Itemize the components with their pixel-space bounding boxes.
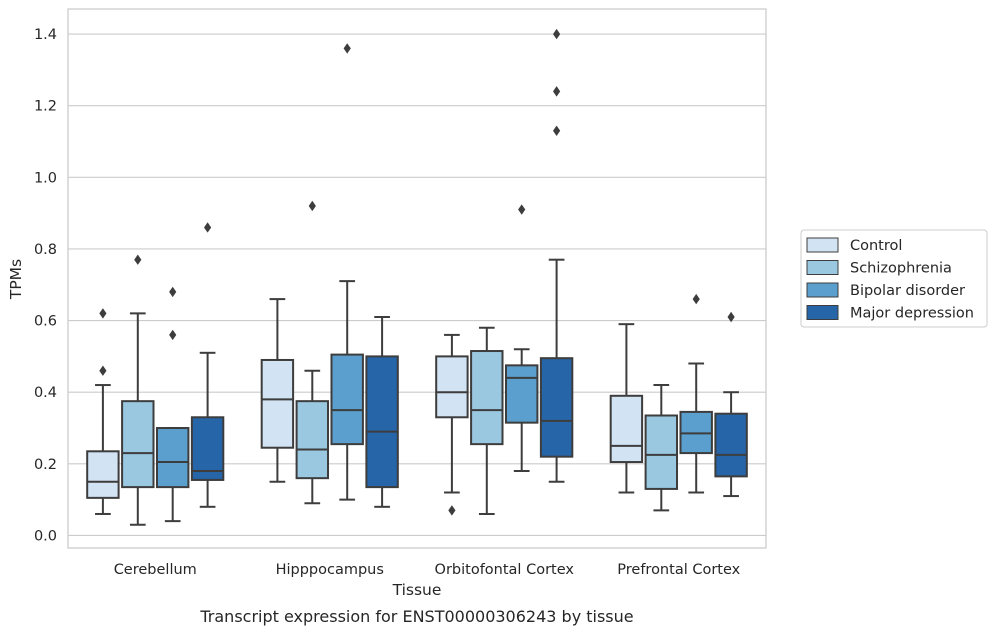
legend-label: Schizophrenia xyxy=(850,261,952,277)
y-tick-label: 1.4 xyxy=(34,27,57,43)
outlier-point xyxy=(518,204,526,215)
y-tick-label: 1.0 xyxy=(34,170,57,186)
outlier-point xyxy=(134,254,142,265)
legend: Control Schizophrenia Bipolar disorder Majo… xyxy=(800,229,988,328)
outlier-point xyxy=(308,200,316,212)
box-major-depression xyxy=(714,311,748,498)
outlier-point xyxy=(692,293,700,305)
outlier-point xyxy=(169,329,177,341)
legend-swatch xyxy=(806,260,839,275)
box-schizophrenia xyxy=(295,200,330,505)
legend-label: Major depression xyxy=(850,306,974,322)
legend-frame xyxy=(800,229,988,328)
box-major-depression xyxy=(190,222,225,508)
outlier-point xyxy=(553,125,561,136)
x-tick-label: Hipppocampus xyxy=(276,562,384,578)
outlier-point xyxy=(553,86,561,97)
box-bipolar-disorder xyxy=(679,293,713,494)
y-axis-title: TPMs xyxy=(7,259,25,300)
y-tick-label: 0.0 xyxy=(34,528,57,544)
iqr-box xyxy=(295,400,330,480)
iqr-box xyxy=(435,355,469,419)
box-control xyxy=(609,323,644,494)
iqr-box xyxy=(260,358,295,449)
outlier-point xyxy=(343,43,351,54)
iqr-box xyxy=(121,400,155,489)
box-schizophrenia xyxy=(470,326,504,515)
legend-label: Control xyxy=(850,238,902,254)
box-control xyxy=(260,298,295,483)
y-axis-ticks: 0.0 0.2 0.4 0.6 0.8 1.0 1.2 1.4 xyxy=(34,27,57,544)
legend-swatch xyxy=(806,237,839,253)
box-control xyxy=(86,308,120,515)
y-tick-label: 1.2 xyxy=(34,99,57,115)
outlier-point xyxy=(99,308,107,319)
chart-caption: Transcript expression for ENST0000030624… xyxy=(199,607,633,626)
iqr-box xyxy=(609,394,644,464)
iqr-box xyxy=(330,353,364,446)
box-schizophrenia xyxy=(121,254,155,526)
y-tick-label: 0.4 xyxy=(34,385,57,401)
box-schizophrenia xyxy=(644,384,679,512)
iqr-box xyxy=(190,416,225,481)
outlier-point xyxy=(448,505,456,516)
x-axis-title: Tissue xyxy=(392,581,442,599)
box-control xyxy=(435,333,469,516)
iqr-box xyxy=(365,355,399,489)
box-bipolar-disorder xyxy=(330,43,364,501)
outlier-point xyxy=(99,365,107,376)
x-tick-label: Prefrontal Cortex xyxy=(617,562,740,578)
x-tick-label: Orbitofontal Cortex xyxy=(435,562,575,578)
outlier-point xyxy=(169,286,177,298)
plot-area-frame xyxy=(67,8,767,549)
legend-swatch xyxy=(806,305,839,320)
box-major-depression xyxy=(539,28,574,483)
box-major-depression xyxy=(365,316,399,508)
x-tick-label: Cerebellum xyxy=(114,562,197,578)
iqr-box xyxy=(539,357,574,458)
iqr-box xyxy=(644,414,679,490)
y-tick-label: 0.6 xyxy=(34,314,57,330)
box-bipolar-disorder xyxy=(504,204,539,472)
iqr-box xyxy=(714,412,748,478)
iqr-box xyxy=(470,350,504,446)
iqr-box xyxy=(86,450,120,499)
y-tick-label: 0.2 xyxy=(34,457,57,473)
iqr-box xyxy=(155,427,190,489)
box-bipolar-disorder xyxy=(155,286,190,523)
outlier-point xyxy=(204,222,212,233)
y-tick-label: 0.8 xyxy=(34,242,57,258)
outlier-point xyxy=(553,28,561,40)
outlier-point xyxy=(727,311,735,323)
x-axis-ticks: Cerebellum Hipppocampus Orbitofontal Corte… xyxy=(114,562,741,578)
iqr-box xyxy=(504,364,539,424)
box-series-group xyxy=(86,28,748,526)
legend-swatch xyxy=(806,282,839,298)
legend-label: Bipolar disorder xyxy=(850,283,965,299)
